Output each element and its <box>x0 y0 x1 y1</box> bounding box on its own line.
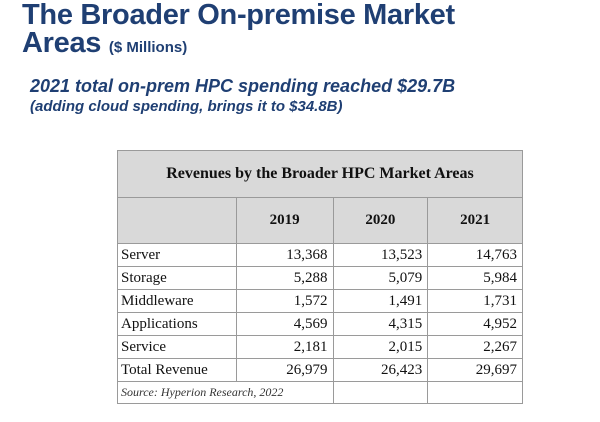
column-header: 2019 <box>235 197 334 244</box>
table-row: Storage 5,288 5,079 5,984 <box>117 266 523 290</box>
table-cell: 4,315 <box>332 312 429 336</box>
row-label: Server <box>117 243 237 267</box>
table-cell: 13,368 <box>235 243 334 267</box>
title-line-1: The Broader On-premise Market <box>22 0 455 31</box>
empty-cell <box>427 381 523 404</box>
table-row: Applications 4,569 4,315 4,952 <box>117 312 523 336</box>
table-cell: 4,569 <box>235 312 334 336</box>
table-cell: 5,288 <box>235 266 334 290</box>
row-label: Storage <box>117 266 237 290</box>
subtitle-line-1: 2021 total on-prem HPC spending reached … <box>30 76 456 96</box>
title-unit: ($ Millions) <box>108 39 188 56</box>
revenue-table: Revenues by the Broader HPC Market Areas… <box>117 150 523 404</box>
table-cell: 5,984 <box>427 266 523 290</box>
table-row: Server 13,368 13,523 14,763 <box>117 243 523 267</box>
source-note: Source: Hyperion Research, 2022 <box>117 381 334 404</box>
table-row: Middleware 1,572 1,491 1,731 <box>117 289 523 313</box>
table-cell: 5,079 <box>332 266 429 290</box>
table-row: Service 2,181 2,015 2,267 <box>117 335 523 359</box>
table-cell: 4,952 <box>427 312 523 336</box>
slide-subtitle: 2021 total on-prem HPC spending reached … <box>30 75 455 117</box>
source-row: Source: Hyperion Research, 2022 <box>117 381 523 404</box>
table-cell: 1,731 <box>427 289 523 313</box>
table-row-total: Total Revenue 26,979 26,423 29,697 <box>117 358 523 382</box>
empty-cell <box>332 381 429 404</box>
table-cell: 1,572 <box>235 289 334 313</box>
column-header: 2020 <box>332 197 429 244</box>
row-label: Middleware <box>117 289 237 313</box>
table-cell: 26,979 <box>235 358 334 382</box>
subtitle-line-2: (adding cloud spending, brings it to $34… <box>30 98 343 115</box>
table-cell: 26,423 <box>332 358 429 382</box>
table-cell: 2,267 <box>427 335 523 359</box>
table-cell: 13,523 <box>332 243 429 267</box>
row-label: Total Revenue <box>117 358 237 382</box>
table-caption: Revenues by the Broader HPC Market Areas <box>117 150 523 198</box>
table-header-row: 2019 2020 2021 <box>117 197 523 244</box>
title-line-2: Areas <box>22 27 102 59</box>
table-cell: 2,181 <box>235 335 334 359</box>
table-cell: 2,015 <box>332 335 429 359</box>
row-label: Applications <box>117 312 237 336</box>
table-cell: 1,491 <box>332 289 429 313</box>
table-cell: 14,763 <box>427 243 523 267</box>
table-cell: 29,697 <box>427 358 523 382</box>
header-empty-cell <box>117 197 237 244</box>
slide-title: The Broader On-premise Market Areas ($ M… <box>22 1 455 62</box>
row-label: Service <box>117 335 237 359</box>
column-header: 2021 <box>427 197 523 244</box>
